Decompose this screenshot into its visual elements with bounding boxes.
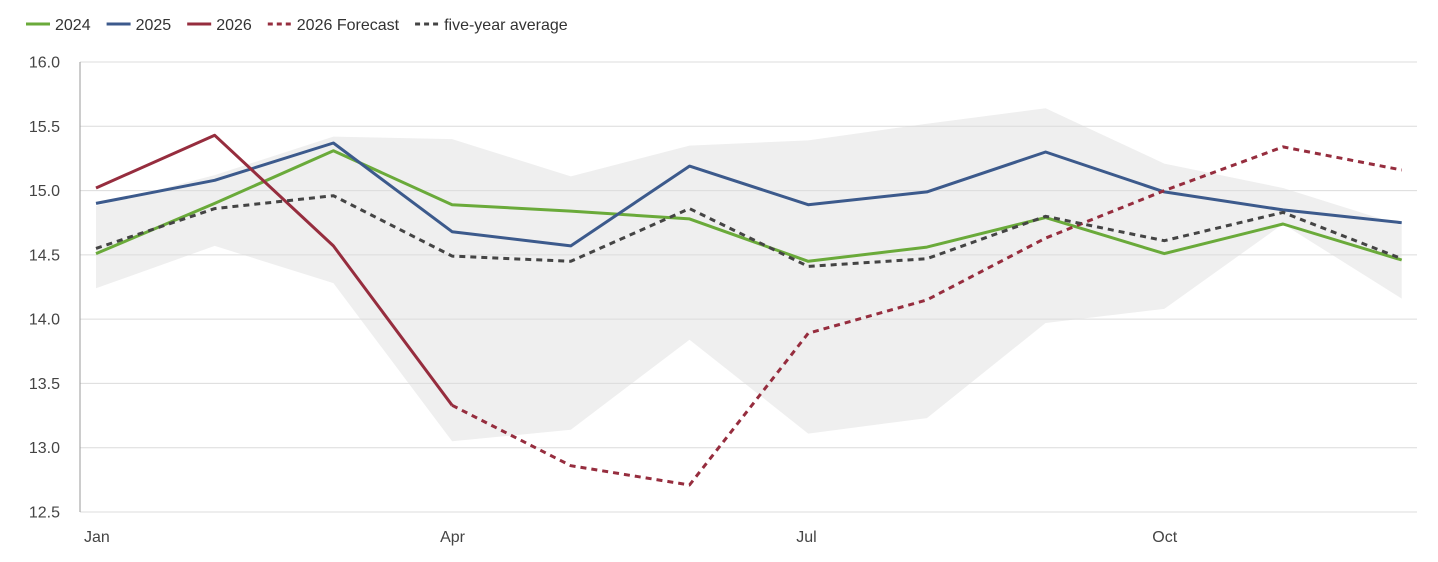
legend: 2024 2025 2026 2026 Forecast five-year avera… (26, 17, 568, 34)
axes: 12.5 13.0 13.5 14.0 14.5 15.0 15.5 16.0 Jan Apr Ju… (29, 55, 1178, 547)
x-tick-label: Oct (1152, 529, 1177, 546)
range-band (96, 108, 1402, 442)
series-line-2024 (95, 149, 1403, 263)
y-tick-label: 15.5 (29, 119, 60, 136)
series-line-2025 (95, 141, 1402, 248)
gridlines (80, 61, 1417, 513)
legend-label: 2025 (136, 17, 172, 34)
range-band-layer (96, 108, 1402, 442)
y-tick-label: 14.5 (29, 247, 60, 264)
y-tick-label: 14.0 (29, 312, 60, 329)
y-tick-label: 15.0 (29, 183, 60, 200)
y-tick-label: 16.0 (29, 55, 60, 72)
x-tick-label: Jan (84, 529, 110, 546)
y-tick-label: 13.5 (29, 376, 60, 393)
series-line-2026 (95, 133, 454, 407)
legend-item: 2024 (26, 17, 91, 34)
legend-label: 2024 (55, 17, 91, 34)
y-tick-label: 12.5 (29, 505, 60, 522)
y-tick-label: 13.0 (29, 440, 60, 457)
series-line-2026-forecast (451, 145, 1402, 487)
legend-item: 2026 (187, 17, 252, 34)
legend-label: 2026 Forecast (297, 17, 400, 34)
legend-item: 2025 (106, 17, 172, 34)
legend-label: 2026 (216, 17, 252, 34)
series-line-five-year-average (95, 194, 1403, 268)
legend-item: 2026 Forecast (267, 17, 400, 34)
legend-item: five-year average (415, 17, 568, 34)
x-tick-label: Jul (796, 529, 816, 546)
x-tick-label: Apr (440, 529, 466, 546)
series-layer (95, 133, 1403, 487)
legend-label: five-year average (444, 17, 568, 34)
